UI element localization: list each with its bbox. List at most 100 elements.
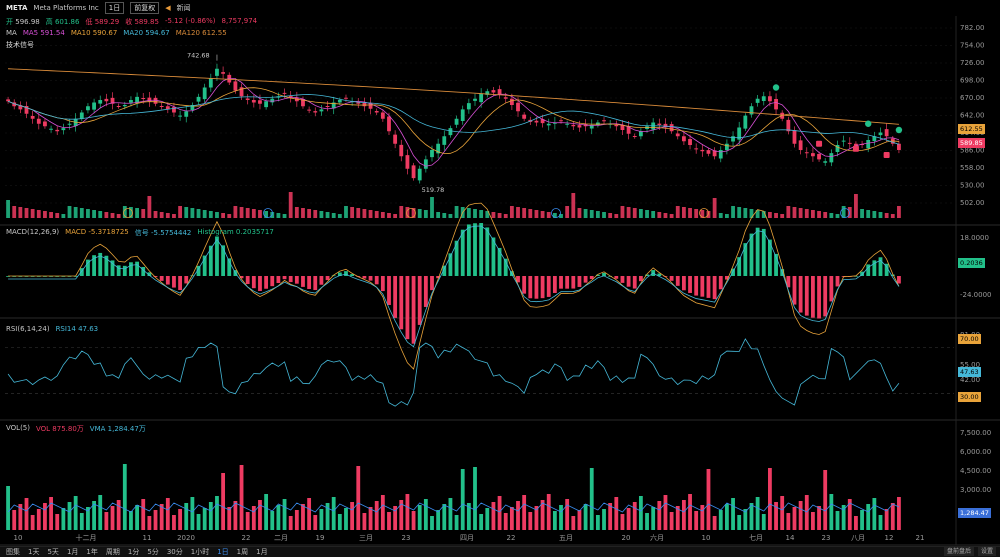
volume-bar <box>602 509 606 530</box>
macd-histogram-bar <box>294 276 299 284</box>
volume-bar-mini <box>442 213 447 218</box>
candle-body <box>190 105 195 111</box>
volume-bar <box>663 495 668 530</box>
period-1w[interactable]: 1周 <box>236 548 249 556</box>
volume-bar-mini <box>251 209 256 218</box>
extended-hours-button[interactable]: 盘前盘后 <box>943 547 974 556</box>
candle-body <box>380 112 385 119</box>
macd-histogram-bar <box>393 276 398 318</box>
period-5min[interactable]: 5分 <box>147 548 159 556</box>
period-button[interactable]: 1日 <box>104 2 125 14</box>
x-axis-tick: 四月 <box>460 534 474 542</box>
macd-histogram-bar <box>442 265 447 276</box>
volume-bar <box>399 500 404 530</box>
volume-bar-mini <box>411 208 416 218</box>
candle-body <box>749 106 754 115</box>
candle-body <box>178 115 183 117</box>
volume-bar-mini <box>681 207 686 218</box>
volume-bar-mini <box>620 206 625 218</box>
macd-histogram-bar <box>774 253 778 276</box>
candle-body <box>208 78 213 88</box>
volume-bar <box>6 486 10 530</box>
price-axis-tick: 782.00 <box>960 24 985 32</box>
volume-bar-mini <box>417 209 422 218</box>
adjust-button[interactable]: 前复权 <box>130 2 160 14</box>
rsi-legend: RSI(6,14,24) RSI14 47.63 <box>6 325 99 333</box>
volume-bar-mini <box>368 210 373 218</box>
volume-bar-mini <box>540 211 545 218</box>
range-1y[interactable]: 1年 <box>86 548 98 556</box>
macd-histogram-bar <box>491 237 496 276</box>
macd-legend: MACD(12,26,9) MACD -5.3718725 信号 -5.5754… <box>6 228 274 237</box>
volume-bar-mini <box>196 209 201 218</box>
volume-bar <box>233 501 238 530</box>
volume-bar <box>18 504 23 530</box>
volume-bar <box>823 470 828 530</box>
volume-value: 8,757,974 <box>221 17 258 25</box>
signals-label[interactable]: 技术信号 <box>6 41 34 49</box>
volume-bar <box>466 503 471 530</box>
volume-bar-mini <box>337 214 342 218</box>
x-axis-tick: 10 <box>14 534 23 542</box>
candle-body <box>147 97 152 102</box>
x-axis-tick: 十二月 <box>76 533 97 542</box>
volume-bar <box>700 505 705 530</box>
volume-bar <box>116 500 121 530</box>
toolbar-item-charts[interactable]: 图集 <box>6 548 20 556</box>
price-axis-tick: 558.00 <box>960 164 985 172</box>
volume-bar <box>350 502 355 530</box>
macd-histogram-bar <box>749 233 754 276</box>
volume-bar-mini <box>608 213 613 218</box>
macd-histogram-bar <box>454 240 459 276</box>
volume-bar-mini <box>565 206 570 218</box>
volume-bar-mini <box>638 209 643 218</box>
volume-bar-mini <box>614 214 619 218</box>
candle-body <box>847 142 852 144</box>
volume-bar-mini <box>208 211 213 218</box>
candle-body <box>761 96 766 101</box>
macd-histogram-bar <box>344 271 348 276</box>
macd-histogram-bar <box>288 276 293 283</box>
macd-histogram-bar <box>141 266 146 276</box>
candle-body <box>509 98 514 105</box>
rsi-high-tag: 70.00 <box>958 334 981 344</box>
volume-bar <box>393 506 398 530</box>
volume-bar <box>860 510 864 530</box>
settings-button[interactable]: 设置 <box>977 547 996 556</box>
volume-bar-mini <box>577 208 582 218</box>
candle-body <box>325 106 330 107</box>
macd-histogram-bar <box>657 273 662 276</box>
period-1d[interactable]: 1日 <box>217 548 229 556</box>
volume-bar <box>620 514 625 530</box>
volume-bar-mini <box>239 207 244 218</box>
period-30min[interactable]: 30分 <box>166 548 183 556</box>
symbol[interactable]: META <box>6 4 28 12</box>
volume-bar-mini <box>491 212 496 218</box>
candle-body <box>215 68 219 76</box>
macd-histogram-bar <box>251 276 256 289</box>
period-1mo[interactable]: 1月 <box>256 548 268 556</box>
volume-bar-mini <box>86 209 90 218</box>
news-icon[interactable]: ◀ <box>165 4 171 12</box>
range-1d[interactable]: 1天 <box>28 548 40 556</box>
period-1h[interactable]: 1小时 <box>190 548 210 556</box>
candle-body <box>516 102 520 112</box>
volume-bar <box>436 510 441 530</box>
volume-bar <box>251 506 256 530</box>
volume-bar <box>681 500 686 530</box>
volume-bar-mini <box>737 207 742 218</box>
news-button[interactable]: 新闻 <box>176 4 191 12</box>
volume-bar-mini <box>36 210 41 218</box>
range-1m[interactable]: 1月 <box>66 548 79 556</box>
macd-histogram-bar <box>718 276 723 290</box>
period-1min[interactable]: 1分 <box>127 548 140 556</box>
candle-body <box>43 121 47 127</box>
rsi-axis-tick: 55.00 <box>960 361 980 369</box>
volume-bar <box>718 510 723 530</box>
candle-body <box>393 134 398 144</box>
x-axis-tick: 22 <box>242 534 251 542</box>
volume-bar-mini <box>516 207 520 218</box>
volume-bar <box>847 499 852 530</box>
x-axis-tick: 19 <box>316 534 325 542</box>
range-5d[interactable]: 5天 <box>47 548 59 556</box>
